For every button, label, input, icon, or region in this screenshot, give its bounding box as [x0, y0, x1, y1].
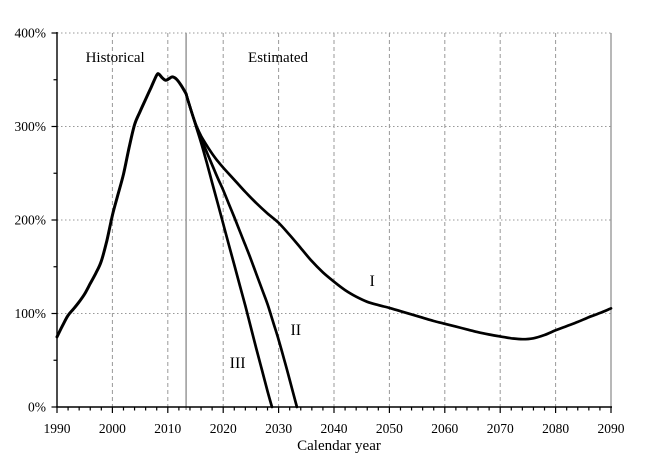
series-I-label: I	[370, 273, 375, 290]
y-tick-label: 200%	[15, 213, 47, 228]
x-tick-label: 2050	[376, 421, 403, 436]
y-tick-label: 100%	[15, 306, 47, 321]
series-layer	[55, 72, 613, 409]
x-tick-label: 2070	[487, 421, 514, 436]
annotation-layer: Historical Estimated I II III Calendar y…	[86, 50, 381, 454]
x-tick-label: 2040	[321, 421, 348, 436]
x-tick-label: 2080	[542, 421, 569, 436]
x-tick-label: 2000	[99, 421, 126, 436]
series-III-label: III	[230, 355, 246, 372]
series-historical-line	[55, 72, 188, 339]
series-ii-line	[184, 92, 299, 409]
axis-layer: 1990 2000 2010 2020 2030 2040 2050 2060 2070 2080…	[15, 26, 625, 437]
estimated-region-label: Estimated	[248, 50, 308, 66]
historical-region-label: Historical	[86, 50, 145, 66]
series-iii-line	[184, 92, 274, 409]
x-tick-label: 2020	[210, 421, 237, 436]
x-axis-title: Calendar year	[297, 438, 381, 454]
y-tick-label: 400%	[15, 26, 47, 41]
x-tick-label: 2060	[431, 421, 458, 436]
y-tick-label: 0%	[28, 400, 46, 415]
x-tick-label: 2030	[265, 421, 292, 436]
series-i-line	[184, 92, 613, 341]
x-tick-label: 1990	[44, 421, 71, 436]
x-tick-label: 2090	[598, 421, 625, 436]
grid-layer	[57, 32, 612, 410]
series-II-label: II	[290, 322, 301, 339]
y-tick-label: 300%	[15, 119, 47, 134]
x-tick-label: 2010	[154, 421, 181, 436]
